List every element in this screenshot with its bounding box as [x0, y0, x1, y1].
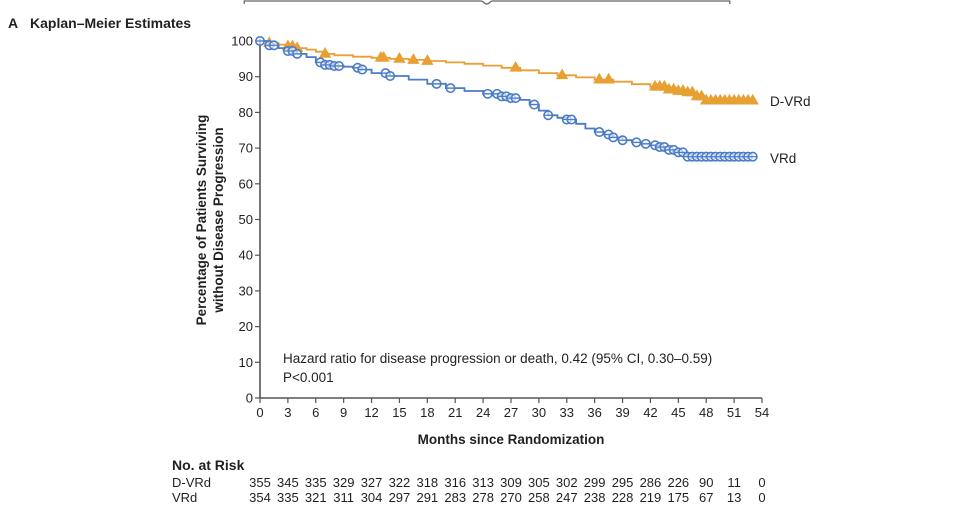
risk-table-rows: D-VRd 355 345 335 329 327 322 318 316 313 309 305 30…: [172, 475, 766, 505]
x-tick-label: 48: [699, 405, 713, 420]
risk-value: 309: [500, 475, 522, 490]
series-label-vrd: VRd: [770, 151, 796, 166]
risk-value: 175: [667, 490, 690, 505]
y-tick-label: 50: [239, 212, 253, 227]
y-axis-title-line2: without Disease Progression: [211, 127, 226, 313]
censor-marker-d-vrd: [593, 72, 606, 84]
x-tick-label: 42: [643, 405, 657, 420]
risk-value: 304: [360, 490, 383, 505]
risk-value: 297: [388, 490, 411, 505]
risk-value: 283: [444, 490, 467, 505]
y-axis-title-line1: Percentage of Patients Surviving: [194, 115, 209, 326]
censor-marker-d-vrd: [746, 93, 759, 105]
x-tick-label: 33: [560, 405, 574, 420]
risk-value: 318: [416, 475, 439, 490]
x-tick-label: 12: [364, 405, 378, 420]
risk-value: 90: [698, 475, 714, 490]
risk-value: 355: [249, 475, 271, 490]
y-tick-label: 90: [239, 69, 253, 84]
x-tick-label: 0: [256, 405, 263, 420]
risk-value: 247: [555, 490, 578, 505]
x-tick-label: 18: [420, 405, 434, 420]
risk-row: D-VRd 355 345 335 329 327 322 318 316 313 309 305 30…: [172, 475, 766, 490]
risk-value: 278: [472, 490, 494, 505]
risk-value: 299: [583, 475, 606, 490]
x-tick-label: 9: [340, 405, 347, 420]
risk-value: 226: [667, 475, 690, 490]
x-tick-label: 30: [532, 405, 546, 420]
censor-marker-d-vrd: [393, 52, 406, 63]
censor-marker-d-vrd: [377, 50, 390, 62]
censor-marker-d-vrd: [318, 47, 332, 58]
risk-table: No. at Risk D-VRd 355 345 335 329 327 322 318 31…: [172, 457, 766, 505]
risk-row-label: VRd: [172, 490, 198, 505]
risk-value: 345: [277, 475, 299, 490]
risk-value: 322: [388, 475, 411, 490]
risk-value: 311: [333, 490, 355, 505]
top-frame-border: [243, 0, 731, 5]
x-tick-label: 27: [504, 405, 518, 420]
risk-value: 295: [611, 475, 634, 490]
series-layer: [255, 35, 759, 162]
x-tick-label: 15: [392, 405, 406, 420]
x-tick-label: 24: [476, 405, 490, 420]
risk-value: 316: [444, 475, 467, 490]
x-tick-label: 6: [312, 405, 319, 420]
risk-value: 238: [583, 490, 606, 505]
risk-value: 291: [416, 490, 439, 505]
p-value-annotation: P<0.001: [283, 370, 334, 385]
risk-value: 305: [528, 475, 550, 490]
risk-value: 286: [639, 475, 662, 490]
y-tick-label: 10: [239, 355, 253, 370]
risk-value: 11: [727, 475, 741, 490]
axes: 0 3 6 9 12 15 18 21 24 27 30 33 36 39 42 45 48 51 54010203…: [231, 34, 769, 421]
risk-value: 354: [249, 490, 271, 505]
y-tick-label: 30: [239, 283, 253, 298]
x-tick-label: 3: [284, 405, 291, 420]
series-label-d-vrd: D-VRd: [770, 94, 811, 109]
risk-row-label: D-VRd: [172, 475, 212, 490]
censor-marker-d-vrd: [407, 53, 420, 64]
risk-value: 335: [277, 490, 299, 505]
risk-value: 313: [472, 475, 494, 490]
y-tick-label: 60: [239, 176, 253, 191]
x-tick-label: 45: [671, 405, 685, 420]
y-tick-label: 80: [239, 105, 253, 120]
risk-value: 0: [758, 490, 766, 505]
km-chart: 0 3 6 9 12 15 18 21 24 27 30 33 36 39 42 45 48 51 54010203…: [194, 34, 811, 448]
panel-title-text: Kaplan–Meier Estimates: [30, 15, 192, 31]
risk-row: VRd 354 335 321 311 304 297 291 283 278 270 258 247 2…: [172, 490, 766, 505]
y-tick-label: 100: [231, 34, 253, 49]
panel-title: A Kaplan–Meier Estimates: [8, 15, 191, 31]
risk-value: 67: [698, 490, 714, 505]
censor-marker-d-vrd: [509, 60, 522, 72]
risk-value: 0: [758, 475, 766, 490]
y-tick-label: 40: [239, 248, 253, 263]
risk-table-title: No. at Risk: [172, 457, 245, 473]
risk-value: 329: [332, 475, 355, 490]
risk-value: 321: [304, 490, 327, 505]
risk-value: 219: [639, 490, 662, 505]
risk-value: 302: [555, 475, 578, 490]
x-tick-label: 36: [587, 405, 601, 420]
x-tick-label: 39: [615, 405, 629, 420]
risk-value: 13: [726, 490, 742, 505]
censor-marker-d-vrd: [602, 72, 615, 84]
y-tick-label: 20: [239, 319, 253, 334]
x-tick-label: 21: [448, 405, 462, 420]
risk-value: 327: [360, 475, 383, 490]
risk-value: 228: [611, 490, 634, 505]
hazard-ratio-annotation: Hazard ratio for disease progression or …: [283, 351, 712, 366]
censor-marker-d-vrd: [421, 54, 434, 65]
x-tick-label: 54: [755, 405, 769, 420]
x-tick-label: 51: [727, 405, 741, 420]
y-tick-label: 70: [239, 141, 253, 156]
x-axis-title: Months since Randomization: [418, 432, 605, 447]
risk-value: 335: [304, 475, 327, 490]
risk-value: 258: [528, 490, 550, 505]
risk-value: 270: [500, 490, 522, 505]
censor-marker-d-vrd: [555, 68, 569, 80]
y-tick-label: 0: [246, 391, 253, 406]
panel-letter: A: [8, 15, 19, 31]
